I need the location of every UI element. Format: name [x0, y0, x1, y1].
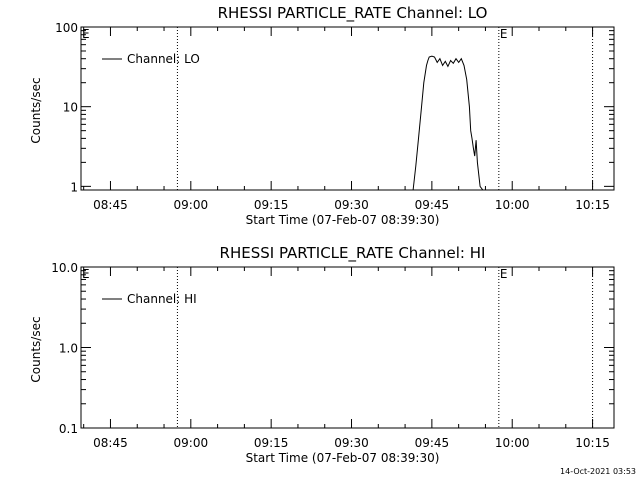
y-tick-label: 10: [63, 101, 78, 115]
x-axis-label-hi: Start Time (07-Feb-07 08:39:30): [246, 451, 440, 465]
x-tick-label: 09:45: [415, 198, 450, 212]
footer-timestamp: 14-Oct-2021 03:53: [560, 467, 636, 476]
x-tick-label: 09:45: [415, 436, 450, 450]
x-tick-label: 10:15: [575, 436, 610, 450]
chart-panel-hi: RHESSI PARTICLE_RATE Channel: HI 08:45 09:…: [29, 244, 615, 465]
x-tick-label: 08:45: [93, 198, 128, 212]
y-tick-label: 10.0: [51, 261, 78, 275]
y-tick-label: 1: [70, 180, 78, 194]
y-axis-label-hi: Counts/sec: [29, 316, 43, 382]
x-tick-label: 09:30: [334, 436, 369, 450]
x-tick-label: 09:00: [174, 198, 209, 212]
plot-frame: [80, 26, 615, 191]
event-marker-label: E: [500, 27, 508, 41]
x-tick-label: 10:15: [575, 198, 610, 212]
event-marker-label: E: [82, 267, 90, 281]
chart-title-hi: RHESSI PARTICLE_RATE Channel: HI: [220, 244, 486, 263]
series-line-lo: [412, 55, 484, 190]
x-tick-label: 09:15: [254, 436, 289, 450]
x-tick-label: 09:00: [174, 436, 209, 450]
chart-panel-lo: RHESSI PARTICLE_RATE Channel: LO 08:45 09:…: [29, 4, 615, 227]
legend-label-lo: Channel: LO: [127, 52, 200, 66]
x-tick-label: 09:15: [254, 198, 289, 212]
event-marker-label: E: [500, 267, 508, 281]
y-tick-label: 1.0: [59, 342, 78, 356]
y-tick-label: 0.1: [59, 422, 78, 436]
x-tick-label: 10:00: [495, 436, 530, 450]
y-tick-label: 100: [55, 21, 78, 35]
event-marker-label: E: [82, 27, 90, 41]
legend-label-hi: Channel: HI: [127, 292, 197, 306]
x-tick-label: 10:00: [495, 198, 530, 212]
x-tick-label: 09:30: [334, 198, 369, 212]
x-axis-label-lo: Start Time (07-Feb-07 08:39:30): [246, 213, 440, 227]
x-tick-label: 08:45: [93, 436, 128, 450]
chart-title-lo: RHESSI PARTICLE_RATE Channel: LO: [218, 4, 488, 23]
y-axis-label-lo: Counts/sec: [29, 77, 43, 143]
